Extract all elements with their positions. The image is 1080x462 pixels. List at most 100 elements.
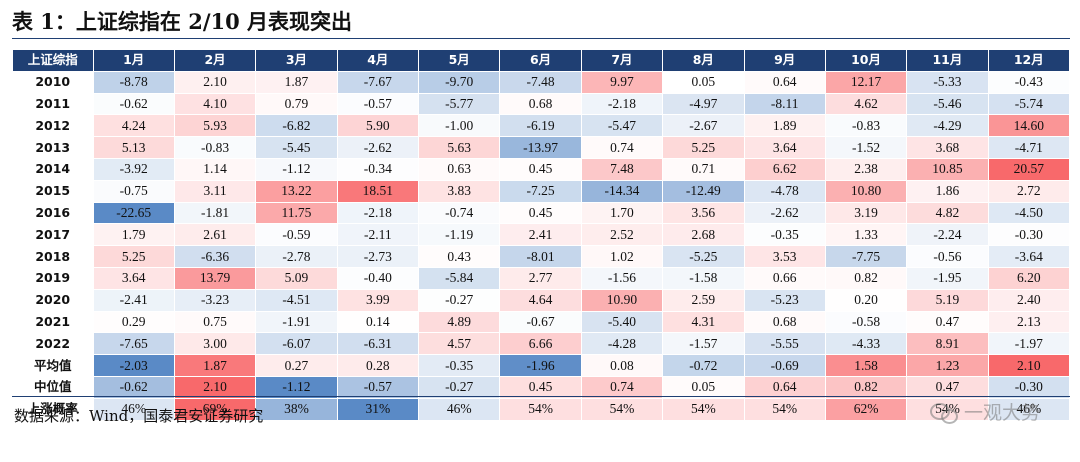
table-cell: 0.75 bbox=[174, 311, 257, 334]
table-cell: -0.40 bbox=[337, 267, 420, 290]
table-cell: 1.14 bbox=[174, 158, 257, 181]
table-cell: 46% bbox=[93, 398, 175, 421]
table-cell: -2.62 bbox=[744, 202, 826, 225]
table-cell: 0.45 bbox=[499, 158, 582, 181]
month-header: 12月 bbox=[988, 50, 1071, 72]
table-cell: -7.25 bbox=[499, 180, 582, 203]
table-cell: 0.82 bbox=[825, 267, 908, 290]
table-cell: 3.83 bbox=[418, 180, 501, 203]
wechat-icon bbox=[929, 401, 958, 424]
table-cell: -14.34 bbox=[581, 180, 664, 203]
table-cell: 0.74 bbox=[581, 136, 664, 159]
table-cell: 1.02 bbox=[581, 245, 664, 268]
table-cell: -6.36 bbox=[174, 245, 257, 268]
table-cell: 3.68 bbox=[906, 136, 989, 159]
table-cell: 0.71 bbox=[662, 158, 745, 181]
table-cell: -0.35 bbox=[744, 223, 826, 247]
table-cell: 5.25 bbox=[662, 136, 745, 159]
row-label: 2016 bbox=[13, 202, 94, 225]
table-cell: 4.10 bbox=[174, 93, 257, 116]
table-cell: -2.11 bbox=[337, 223, 420, 247]
table-cell: 0.66 bbox=[744, 267, 826, 290]
table-cell: 4.82 bbox=[906, 202, 989, 225]
table-cell: -0.59 bbox=[255, 223, 338, 247]
table-cell: -0.67 bbox=[499, 311, 582, 334]
table-row: 2014 -3.92 1.14 -1.12 -0.34 0.63 0.45 7.48 0.71 6… bbox=[13, 158, 1071, 181]
table-cell: 2.61 bbox=[174, 223, 257, 247]
table-cell: -0.34 bbox=[337, 158, 420, 181]
table-cell: 3.00 bbox=[174, 332, 257, 356]
table-row: 2019 3.64 13.79 5.09 -0.40 -5.84 2.77 -1.56 -1.5… bbox=[13, 267, 1071, 290]
table-cell: -3.92 bbox=[93, 158, 175, 181]
table-cell: -5.77 bbox=[418, 93, 501, 116]
table-cell: 0.29 bbox=[93, 311, 175, 334]
table-cell: 10.85 bbox=[906, 158, 989, 181]
table-cell: -0.58 bbox=[825, 311, 908, 334]
table-cell: 31% bbox=[337, 398, 420, 421]
table-cell: -5.55 bbox=[744, 332, 826, 356]
table-row: 2015 -0.75 3.11 13.22 18.51 3.83 -7.25 -14.34 -1… bbox=[13, 180, 1071, 203]
table-cell: 2.13 bbox=[988, 311, 1071, 334]
table-cell: -0.83 bbox=[825, 114, 908, 138]
table-cell: 7.48 bbox=[581, 158, 664, 181]
table-cell: 0.08 bbox=[581, 354, 664, 377]
table-cell: 1.89 bbox=[744, 114, 826, 138]
table-cell: -8.78 bbox=[93, 71, 175, 94]
table-cell: -0.35 bbox=[418, 354, 501, 377]
month-header: 9月 bbox=[744, 50, 826, 72]
row-label: 2014 bbox=[13, 158, 94, 181]
month-header: 7月 bbox=[581, 50, 664, 72]
table-body: 2010 -8.78 2.10 1.87 -7.67 -9.70 -7.48 9.97 0.05… bbox=[13, 71, 1071, 421]
table-cell: -1.56 bbox=[581, 267, 664, 290]
table-cell: 0.45 bbox=[499, 376, 582, 399]
table-cell: 0.68 bbox=[744, 311, 826, 334]
table-cell: 38% bbox=[255, 398, 338, 421]
table-cell: 2.38 bbox=[825, 158, 908, 181]
table-cell: 10.80 bbox=[825, 180, 908, 203]
table-cell: -6.82 bbox=[255, 114, 338, 138]
table-cell: -3.23 bbox=[174, 289, 257, 312]
table-row: 2011 -0.62 4.10 0.79 -0.57 -5.77 0.68 -2.18 -4.9… bbox=[13, 93, 1071, 116]
table-cell: -2.41 bbox=[93, 289, 175, 312]
table-cell: 0.79 bbox=[255, 93, 338, 116]
table-cell: 18.51 bbox=[337, 180, 420, 203]
table-cell: -7.75 bbox=[825, 245, 908, 268]
table-cell: 3.64 bbox=[744, 136, 826, 159]
table-cell: 1.70 bbox=[581, 202, 664, 225]
table-cell: -1.19 bbox=[418, 223, 501, 247]
month-header: 5月 bbox=[418, 50, 501, 72]
table-cell: 6.62 bbox=[744, 158, 826, 181]
corner-header: 上证综指 bbox=[13, 50, 94, 72]
row-label: 2011 bbox=[13, 93, 94, 116]
month-header: 4月 bbox=[337, 50, 420, 72]
table-cell: 12.17 bbox=[825, 71, 908, 94]
table-cell: -0.57 bbox=[337, 376, 420, 399]
table-cell: 1.33 bbox=[825, 223, 908, 247]
table-cell: 54% bbox=[581, 398, 664, 421]
table-cell: 0.64 bbox=[744, 376, 826, 399]
table-title: 表 1：上证综指在 2/10 月表现突出 bbox=[12, 9, 353, 34]
table-cell: -0.43 bbox=[988, 71, 1071, 94]
table-cell: -0.72 bbox=[662, 354, 745, 377]
table-cell: 20.57 bbox=[988, 158, 1071, 181]
row-label: 2021 bbox=[13, 311, 94, 334]
table-cell: -4.33 bbox=[825, 332, 908, 356]
table-cell: -0.74 bbox=[418, 202, 501, 225]
table-cell: -0.27 bbox=[418, 376, 501, 399]
table-cell: 54% bbox=[499, 398, 582, 421]
table-cell: 46% bbox=[418, 398, 501, 421]
table-cell: 1.87 bbox=[174, 354, 257, 377]
table-row: 2016 -22.65 -1.81 11.75 -2.18 -0.74 0.45 1.70 3.… bbox=[13, 202, 1071, 225]
title-divider bbox=[12, 38, 1070, 39]
table-cell: -0.69 bbox=[744, 354, 826, 377]
table-cell: 2.77 bbox=[499, 267, 582, 290]
table-row: 2010 -8.78 2.10 1.87 -7.67 -9.70 -7.48 9.97 0.05… bbox=[13, 71, 1071, 94]
table-cell: 1.87 bbox=[255, 71, 338, 94]
table-cell: 5.09 bbox=[255, 267, 338, 290]
table-row: 2021 0.29 0.75 -1.91 0.14 4.89 -0.67 -5.40 4.31 0… bbox=[13, 311, 1071, 334]
table-cell: 0.74 bbox=[581, 376, 664, 399]
table-cell: -4.97 bbox=[662, 93, 745, 116]
table-cell: -4.28 bbox=[581, 332, 664, 356]
table-cell: 0.20 bbox=[825, 289, 908, 312]
row-label: 中位值 bbox=[13, 376, 94, 399]
